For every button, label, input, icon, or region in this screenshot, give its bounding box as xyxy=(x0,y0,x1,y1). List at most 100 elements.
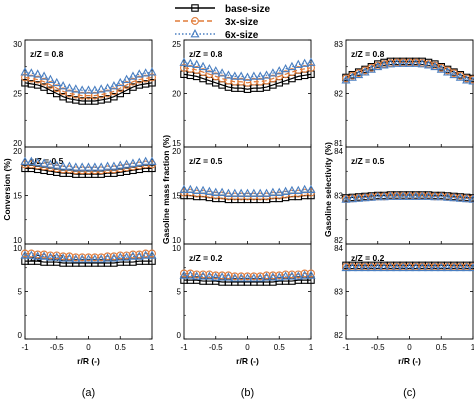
data-point xyxy=(293,271,303,280)
x-tick-label: 0 xyxy=(245,343,250,352)
data-point xyxy=(20,250,30,259)
data-point xyxy=(141,250,151,259)
data-point xyxy=(354,193,364,202)
data-point xyxy=(77,162,87,171)
data-point xyxy=(411,262,421,272)
y-tick-label: 81 xyxy=(334,139,343,148)
x-tick-label: 1 xyxy=(150,343,155,352)
panel-label: (c) xyxy=(403,387,416,399)
data-point xyxy=(185,184,195,194)
data-point xyxy=(373,192,383,201)
data-point xyxy=(293,59,303,68)
data-point xyxy=(217,187,227,196)
data-point xyxy=(198,271,208,280)
y-tick-label: 82 xyxy=(334,331,343,340)
data-point xyxy=(379,262,389,272)
subplot-0: 20 25 30 z/Z = 0.8 xyxy=(13,39,157,148)
data-point xyxy=(300,184,310,194)
data-point xyxy=(436,262,446,272)
data-point xyxy=(300,58,310,67)
data-point xyxy=(122,159,132,168)
data-point xyxy=(398,58,408,67)
data-point xyxy=(192,59,202,68)
data-point xyxy=(347,262,357,272)
data-point xyxy=(424,262,434,272)
data-point xyxy=(64,253,74,262)
data-point xyxy=(360,192,370,202)
data-point xyxy=(45,252,55,261)
data-point xyxy=(217,68,227,77)
data-point xyxy=(443,262,453,272)
series-line xyxy=(24,76,153,97)
data-point xyxy=(417,262,427,272)
x-tick-label: -1 xyxy=(342,343,350,352)
data-point xyxy=(33,69,43,78)
y-tick-label: 10 xyxy=(13,244,22,253)
data-point xyxy=(26,68,36,77)
data-point xyxy=(262,272,272,281)
subplot-annotation: z/Z = 0.2 xyxy=(189,253,223,263)
subplot-0: 15 20 25 z/Z = 0.8 xyxy=(172,39,316,148)
x-tick-label: 0.5 xyxy=(274,343,286,352)
data-point xyxy=(249,273,259,282)
data-point xyxy=(204,63,214,73)
data-point xyxy=(449,69,459,79)
data-point xyxy=(242,188,253,197)
data-point xyxy=(281,186,291,195)
series-6x-size xyxy=(179,270,316,282)
y-tick-label: 83 xyxy=(334,288,343,297)
subplot-2: 82 83 84 z/Z = 0.2 xyxy=(334,243,474,340)
legend-entry-base-size: base-size xyxy=(175,4,270,15)
data-point xyxy=(373,262,383,272)
data-point xyxy=(287,271,297,280)
y-axis-label: Conversion (%) xyxy=(2,158,12,221)
data-point xyxy=(249,188,259,197)
data-point xyxy=(26,156,36,165)
x-axis-label: r/R (-) xyxy=(77,356,100,366)
data-point xyxy=(443,192,453,201)
data-point xyxy=(455,262,465,272)
data-point xyxy=(198,185,208,194)
data-point xyxy=(71,84,81,93)
data-point xyxy=(20,156,30,165)
data-point xyxy=(52,77,62,87)
subplot-annotation: z/Z = 0.8 xyxy=(30,49,64,59)
data-point xyxy=(341,75,351,84)
series-line xyxy=(345,61,474,81)
data-point xyxy=(39,71,49,80)
x-tick-label: -0.5 xyxy=(371,343,385,352)
data-point xyxy=(449,262,459,272)
data-point xyxy=(468,76,474,85)
data-point xyxy=(443,67,453,76)
data-point xyxy=(360,262,370,272)
data-point xyxy=(468,194,474,203)
data-point xyxy=(424,191,434,200)
data-point xyxy=(398,191,408,200)
data-point xyxy=(185,270,195,279)
y-tick-label: 20 xyxy=(13,139,22,148)
data-point xyxy=(211,187,221,196)
data-point xyxy=(392,262,402,272)
data-point xyxy=(411,191,421,200)
data-point xyxy=(20,67,30,76)
data-point xyxy=(198,61,208,71)
data-point xyxy=(147,67,157,76)
data-point xyxy=(268,187,278,196)
data-point xyxy=(262,70,272,79)
x-tick-label: 0.5 xyxy=(115,343,127,352)
data-point xyxy=(287,185,297,194)
y-tick-label: 0 xyxy=(18,331,23,340)
data-point xyxy=(192,185,202,194)
data-point xyxy=(115,252,125,261)
data-point xyxy=(242,273,253,282)
data-point xyxy=(392,191,402,200)
data-point xyxy=(455,193,465,202)
data-point xyxy=(96,162,106,171)
data-point xyxy=(134,157,144,166)
data-point xyxy=(223,272,233,281)
data-point xyxy=(83,85,94,94)
data-point xyxy=(211,272,221,281)
